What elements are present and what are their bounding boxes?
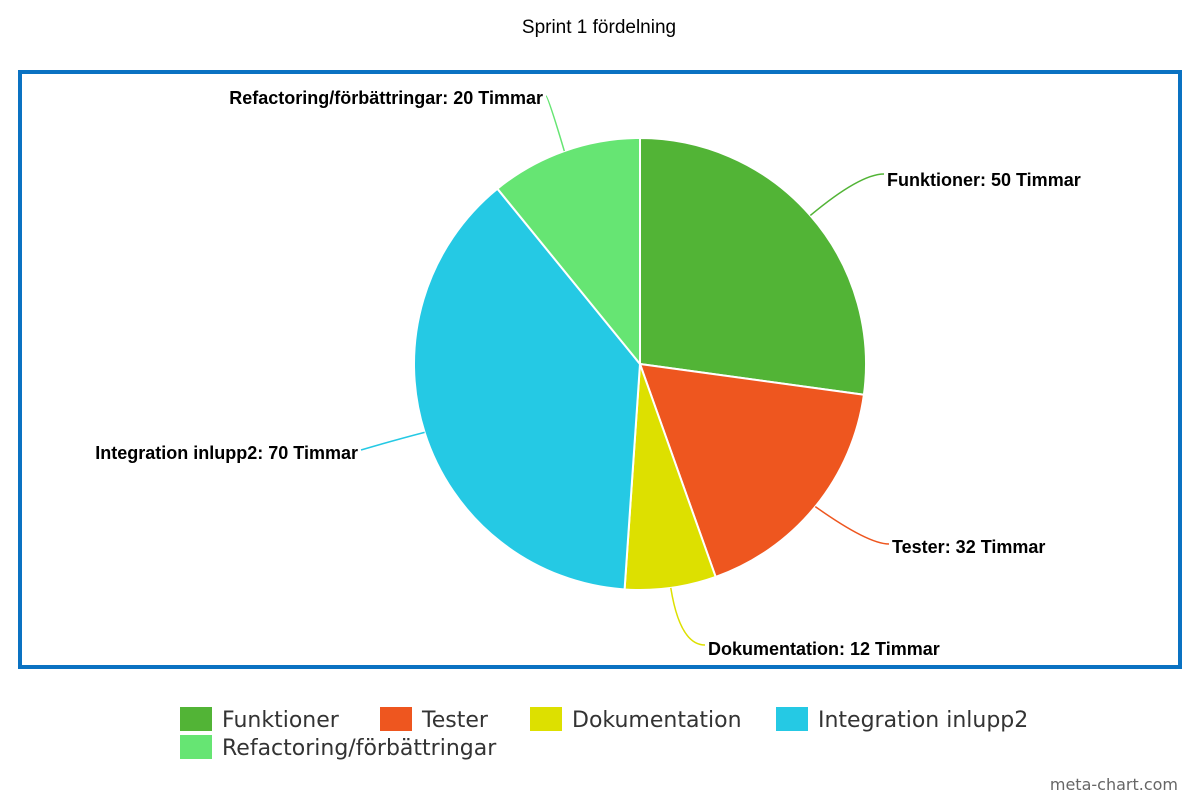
connector-funktioner <box>809 173 885 217</box>
legend-label: Tester <box>421 708 489 733</box>
credit-text: meta-chart.com <box>1050 775 1178 794</box>
slice-labels: Funktioner: 50 Timmar Tester: 32 Timmar Do… <box>95 88 1080 659</box>
connector-integration-inlupp2 <box>360 431 425 451</box>
slice-label-dokumentation: Dokumentation: 12 Timmar <box>708 639 940 659</box>
legend-label: Funktioner <box>222 708 340 733</box>
chart-title: Sprint 1 fördelning <box>522 17 676 38</box>
legend-label: Dokumentation <box>572 708 742 733</box>
pie-slices <box>413 136 867 591</box>
legend-label: Integration inlupp2 <box>818 708 1028 733</box>
legend-swatch <box>180 707 212 731</box>
legend-swatch <box>530 707 562 731</box>
legend-item-dokumentation: Dokumentation <box>530 707 742 733</box>
connector-refactoring-forbattringar <box>545 95 566 152</box>
slice-label-tester: Tester: 32 Timmar <box>892 537 1045 557</box>
connector-tester <box>814 506 890 545</box>
plot-frame <box>18 70 1182 669</box>
legend-item-refactoring-forbattringar: Refactoring/förbättringar <box>180 735 497 761</box>
legend: Funktioner Tester Dokumentation Integration… <box>180 707 1028 761</box>
legend-item-integration-inlupp2: Integration inlupp2 <box>776 707 1028 733</box>
pie-slice-funktioner <box>639 136 867 396</box>
legend-item-tester: Tester <box>380 707 489 733</box>
slice-label-funktioner: Funktioner: 50 Timmar <box>887 170 1081 190</box>
legend-swatch <box>380 707 412 731</box>
legend-swatch <box>776 707 808 731</box>
connector-dokumentation <box>670 587 706 646</box>
slice-label-refactoring-forbattringar: Refactoring/förbättringar: 20 Timmar <box>229 88 543 108</box>
label-connectors <box>360 95 890 646</box>
slice-label-integration-inlupp2: Integration inlupp2: 70 Timmar <box>95 443 358 463</box>
legend-item-funktioner: Funktioner <box>180 707 340 733</box>
pie-slice-refactoring-forbattringar <box>495 136 641 367</box>
legend-swatch <box>180 735 212 759</box>
legend-label: Refactoring/förbättringar <box>222 736 497 761</box>
